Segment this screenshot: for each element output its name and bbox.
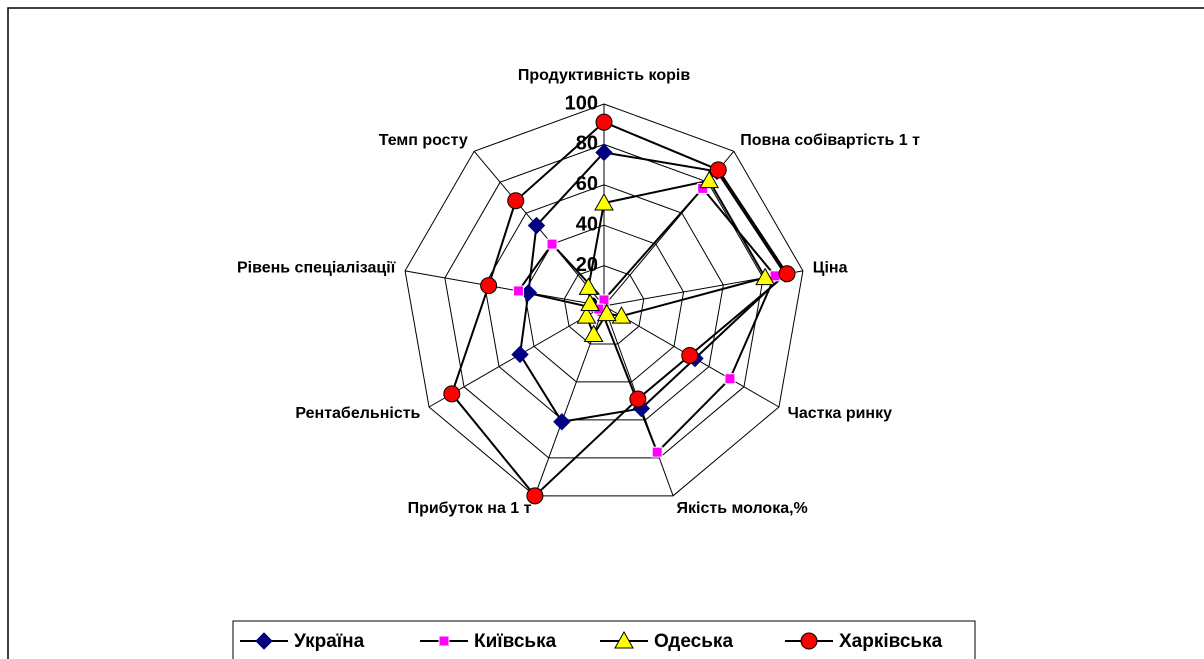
marker xyxy=(755,267,775,286)
marker xyxy=(598,294,610,306)
chart-frame xyxy=(7,7,1204,659)
marker xyxy=(614,630,634,649)
grid-ring xyxy=(523,224,685,383)
legend: Україна Київська Одеська Харківська xyxy=(240,630,943,652)
marker xyxy=(611,306,632,324)
marker xyxy=(583,324,604,342)
grid-ring xyxy=(444,143,764,459)
plot xyxy=(443,113,796,505)
category-label: Рентабельність xyxy=(295,405,420,422)
grid-ring xyxy=(484,184,724,421)
tick-label: 100 xyxy=(565,92,598,114)
marker xyxy=(595,143,613,162)
tick-label: 80 xyxy=(576,133,598,155)
marker xyxy=(480,277,498,295)
category-label: Якість молока,% xyxy=(677,500,808,517)
grid-ring xyxy=(563,265,645,345)
legend-label: Одеська xyxy=(654,631,733,652)
category-label: Повна собівартість 1 т xyxy=(740,132,920,149)
category-label: Рівень спеціалізації xyxy=(237,260,396,277)
marker xyxy=(511,345,529,364)
legend-label: Україна xyxy=(294,631,365,652)
legend-label: Київська xyxy=(474,631,557,652)
marker xyxy=(438,635,450,647)
marker xyxy=(651,446,663,458)
marker xyxy=(255,632,273,650)
marker xyxy=(546,238,558,250)
marker xyxy=(576,306,597,324)
tick-label: 60 xyxy=(576,173,598,195)
legend-label: Харківська xyxy=(839,631,943,652)
marker xyxy=(443,385,461,403)
category-label: Продуктивність корів xyxy=(518,67,691,84)
category-label: Прибуток на 1 т xyxy=(408,500,532,517)
marker xyxy=(527,216,546,235)
marker xyxy=(512,285,524,297)
spoke xyxy=(404,270,605,307)
category-label: Темп росту xyxy=(379,132,468,149)
category-label: Частка ринку xyxy=(788,405,893,422)
marker xyxy=(778,265,796,283)
series-line xyxy=(518,151,787,423)
category-label: Ціна xyxy=(813,260,848,277)
marker xyxy=(595,113,613,131)
grid-ring xyxy=(404,103,804,497)
series-line xyxy=(450,121,789,498)
marker xyxy=(553,413,571,431)
marker xyxy=(507,192,525,210)
tick-label: 40 xyxy=(576,213,598,235)
marker xyxy=(709,161,727,179)
marker xyxy=(699,170,720,189)
marker xyxy=(578,277,599,295)
marker xyxy=(629,390,647,408)
marker xyxy=(800,632,818,650)
marker xyxy=(526,487,544,505)
marker xyxy=(724,373,736,385)
marker xyxy=(596,303,617,322)
marker xyxy=(594,192,614,211)
marker xyxy=(681,346,699,364)
marker xyxy=(580,293,600,312)
